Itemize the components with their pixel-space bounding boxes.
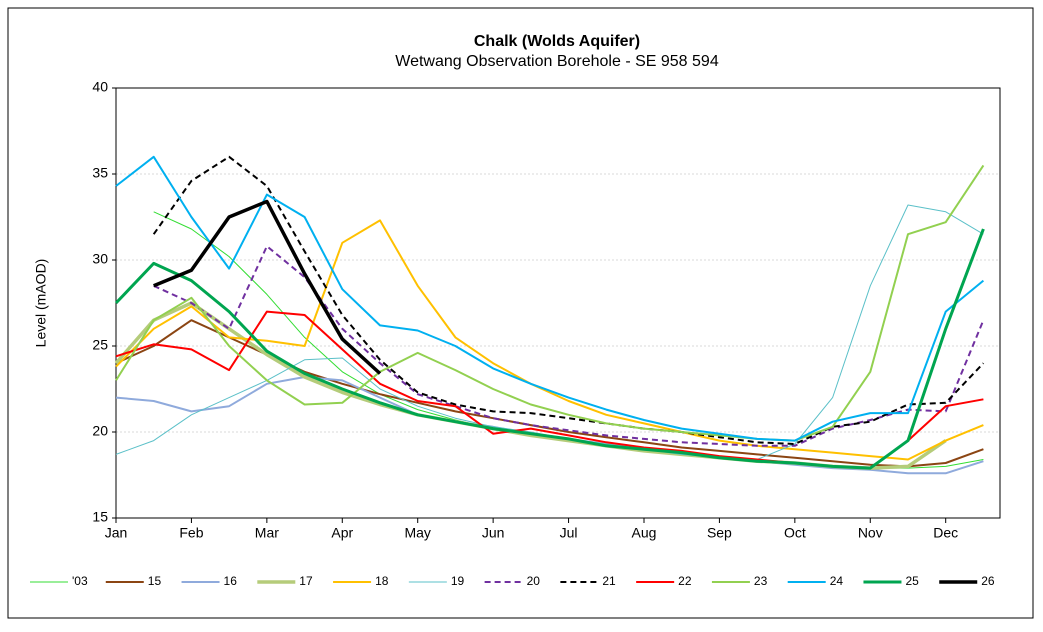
y-tick-label: 35	[92, 165, 108, 181]
legend-label: 18	[375, 574, 389, 588]
y-tick-label: 40	[92, 79, 108, 95]
y-tick-label: 15	[92, 509, 108, 525]
x-tick-label: Mar	[255, 525, 279, 541]
y-axis-label: Level (mAOD)	[33, 259, 49, 348]
x-tick-label: Jan	[105, 525, 128, 541]
x-tick-label: Oct	[784, 525, 806, 541]
y-tick-label: 30	[92, 251, 108, 267]
legend-label: 19	[451, 574, 465, 588]
x-tick-label: Sep	[707, 525, 732, 541]
series-line	[115, 219, 984, 461]
x-tick-label: Aug	[632, 525, 657, 541]
series-line	[114, 228, 985, 470]
series-line	[152, 155, 985, 445]
y-tick-label: 25	[92, 337, 108, 353]
series-line	[115, 155, 985, 442]
legend-label: 17	[299, 574, 313, 588]
legend-label: 16	[224, 574, 238, 588]
legend-label: 26	[981, 574, 995, 588]
legend-label: 25	[905, 574, 919, 588]
legend-label: 15	[148, 574, 162, 588]
x-tick-label: Jun	[482, 525, 505, 541]
legend-label: 24	[830, 574, 844, 588]
legend-label: 20	[527, 574, 541, 588]
x-tick-label: May	[404, 525, 430, 541]
series-line	[115, 164, 985, 442]
chart-subtitle: Wetwang Observation Borehole - SE 958 59…	[395, 53, 719, 70]
legend-label: 22	[678, 574, 692, 588]
x-tick-label: Jul	[560, 525, 578, 541]
legend-label: 21	[602, 574, 616, 588]
x-tick-label: Dec	[933, 525, 958, 541]
y-tick-label: 20	[92, 423, 108, 439]
series-line	[153, 199, 382, 375]
x-tick-label: Feb	[179, 525, 203, 541]
legend-label: '03	[72, 574, 88, 588]
x-tick-label: Nov	[858, 525, 883, 541]
legend-label: 23	[754, 574, 768, 588]
x-tick-label: Apr	[331, 525, 353, 541]
chart-title: Chalk (Wolds Aquifer)	[474, 33, 640, 50]
series-line	[153, 245, 985, 447]
